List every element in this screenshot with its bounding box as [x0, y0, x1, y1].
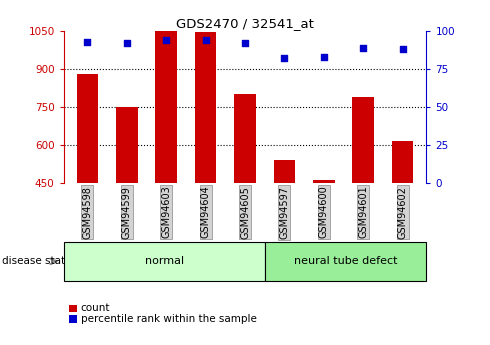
Bar	[76, 74, 98, 183]
Text: percentile rank within the sample: percentile rank within the sample	[81, 314, 257, 324]
Point	[241, 40, 249, 46]
Bar	[352, 97, 374, 183]
Text: normal: normal	[145, 256, 184, 266]
Point	[399, 47, 407, 52]
Bar	[392, 141, 414, 183]
Text: neural tube defect: neural tube defect	[294, 256, 397, 266]
Point	[123, 40, 131, 46]
Point	[320, 54, 328, 60]
Point	[280, 56, 288, 61]
Point	[162, 37, 170, 43]
Title: GDS2470 / 32541_at: GDS2470 / 32541_at	[176, 17, 314, 30]
Bar	[234, 94, 256, 183]
Bar	[195, 32, 217, 183]
Bar	[155, 31, 177, 183]
Bar	[313, 180, 335, 183]
Bar	[116, 107, 138, 183]
Bar	[273, 160, 295, 183]
Text: disease state: disease state	[2, 256, 72, 266]
Point	[83, 39, 91, 45]
Point	[202, 37, 210, 43]
Point	[359, 45, 367, 50]
Text: count: count	[81, 304, 110, 313]
